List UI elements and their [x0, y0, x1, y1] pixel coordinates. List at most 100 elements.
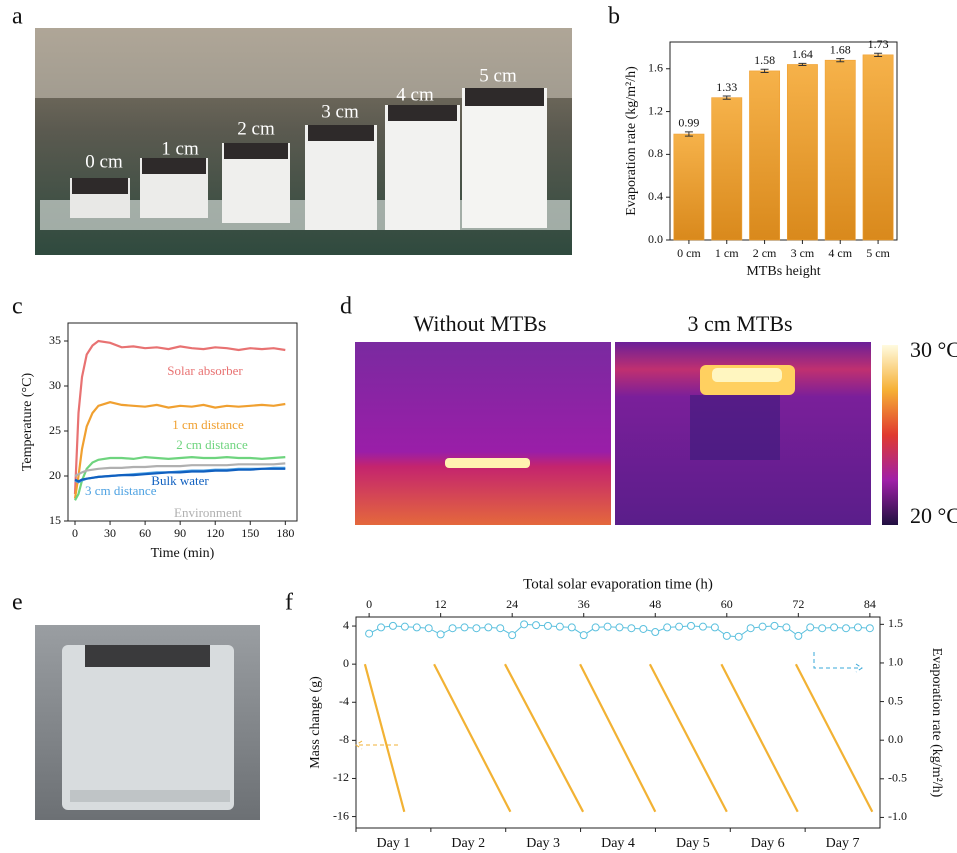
value-label: 1.73: [868, 37, 889, 51]
y-tick-label: 20: [49, 468, 61, 482]
y-tick-label: 0.8: [648, 146, 663, 160]
value-label: 1.64: [792, 47, 813, 61]
panel-label: e: [12, 590, 23, 616]
data-line: [363, 663, 874, 813]
y-tick-label: 1.2: [648, 103, 663, 117]
error-bar: [798, 62, 807, 67]
y-tick-label: 25: [49, 423, 61, 437]
data-point: [591, 623, 600, 632]
y-tick-label: 35: [49, 333, 61, 347]
data-point: [472, 624, 481, 633]
photo-label: 4 cm: [396, 84, 434, 105]
x-tick-label: Day 4: [601, 836, 635, 851]
y-tick-label: 0: [343, 656, 349, 670]
x-tick-label: 4 cm: [828, 246, 852, 260]
y-tick-label: 4: [343, 618, 349, 632]
y-tick-label: 0.0: [648, 232, 663, 246]
plot-frame: [355, 616, 881, 829]
bar: [749, 70, 781, 241]
x-tick-label: 0 cm: [677, 246, 701, 260]
colorbar-label: 30 °C: [910, 337, 957, 362]
x-tick-label: 120: [206, 526, 224, 540]
data-line: [73, 401, 286, 499]
data-point: [710, 623, 719, 632]
panel-label: c: [12, 294, 23, 320]
x-axis-title: MTBs height: [746, 264, 820, 279]
x-tick-label: Day 6: [751, 836, 785, 851]
y-axis-title: Mass change (g): [308, 676, 323, 769]
x-tick-label: 24: [506, 597, 518, 611]
data-point: [615, 623, 624, 632]
error-bar: [722, 95, 731, 100]
x-tick-label: 60: [721, 597, 733, 611]
photo-e: [35, 625, 260, 820]
data-point: [794, 631, 803, 640]
data-point: [865, 624, 874, 633]
data-point: [365, 629, 374, 638]
x-tick-label: 180: [276, 526, 294, 540]
data-point: [698, 622, 707, 631]
data-point: [675, 622, 684, 631]
x-tick-label: 12: [435, 597, 447, 611]
error-bar: [760, 68, 769, 74]
data-point: [412, 623, 421, 632]
data-point: [853, 623, 862, 632]
x-tick-label: 84: [864, 597, 876, 611]
error-bar: [836, 58, 845, 63]
y-tick-label: -16: [333, 808, 349, 822]
data-line: [74, 462, 286, 477]
y2-axis-title: Evaporation rate (kg/m²/h): [929, 648, 944, 798]
value-label: 1.33: [716, 80, 737, 94]
data-point: [388, 621, 397, 630]
panel-label: b: [608, 4, 620, 30]
bar: [862, 54, 894, 241]
data-point: [830, 623, 839, 632]
series-label: 2 cm distance: [176, 437, 248, 452]
x-tick-label: 2 cm: [753, 246, 777, 260]
data-point: [746, 624, 755, 633]
series-label: 1 cm distance: [172, 417, 244, 432]
y-tick-label: -4: [339, 694, 349, 708]
colorbar: [882, 345, 898, 525]
y2-tick-label: -0.5: [888, 771, 907, 785]
y2-tick-label: 1.5: [888, 616, 903, 630]
x-tick-label: 72: [792, 597, 804, 611]
x-tick-label: Day 2: [451, 836, 485, 851]
y-tick-label: -12: [333, 770, 349, 784]
x-axis-title: Time (min): [151, 546, 215, 561]
x-tick-label: 60: [139, 526, 151, 540]
panel-label: f: [285, 590, 293, 616]
x-tick-label: 0: [72, 526, 78, 540]
bar: [786, 64, 818, 241]
data-point: [400, 622, 409, 631]
photo-label: 0 cm: [85, 151, 123, 172]
data-point: [603, 622, 612, 631]
x-tick-label: 30: [104, 526, 116, 540]
data-point: [651, 628, 660, 637]
data-point: [806, 623, 815, 632]
bar: [824, 59, 856, 241]
data-point: [424, 624, 433, 633]
data-point: [543, 621, 552, 630]
x-tick-label: 150: [241, 526, 259, 540]
series-label: Environment: [174, 505, 242, 520]
y2-tick-label: -1.0: [888, 809, 907, 823]
data-point: [520, 620, 529, 629]
data-point: [734, 632, 743, 641]
data-line: [74, 467, 286, 483]
data-line: [73, 339, 286, 495]
plot-frame: [67, 322, 298, 522]
arrow: [813, 652, 863, 673]
panel-label: d: [340, 294, 352, 320]
x-tick-label: 5 cm: [866, 246, 890, 260]
series-label: Solar absorber: [167, 363, 243, 378]
photo-label: 3 cm: [321, 101, 359, 122]
data-point: [639, 624, 648, 633]
data-point: [770, 621, 779, 630]
value-label: 1.58: [754, 53, 775, 67]
image-title: 3 cm MTBs: [687, 311, 792, 336]
data-point: [436, 630, 445, 639]
x-tick-label: 0: [366, 597, 372, 611]
y-axis-title: Evaporation rate (kg/m²/h): [624, 66, 639, 216]
photo-label: 2 cm: [237, 118, 275, 139]
